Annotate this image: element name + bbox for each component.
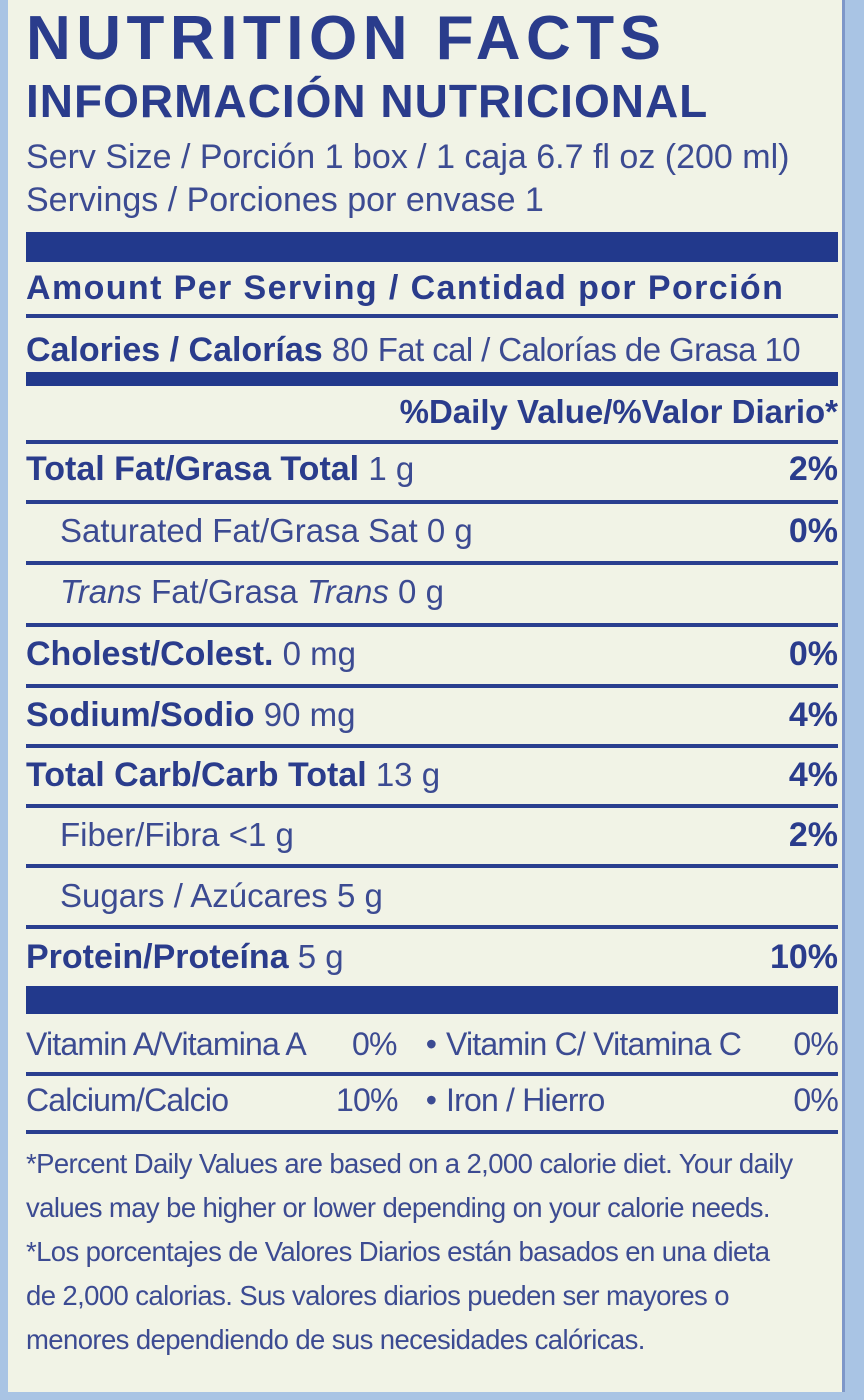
thin-divider: [26, 744, 838, 748]
daily-value-header: %Daily Value/%Valor Diario*: [399, 393, 838, 430]
calories-row: Calories / Calorías 80 Fat cal / Caloría…: [26, 329, 838, 371]
nutrient-daily-value: 2%: [788, 449, 838, 488]
amount-per-serving: Amount Per Serving / Cantidad por Porció…: [26, 269, 785, 307]
nutrient-label: Fat/Grasa: [151, 573, 298, 610]
nutrient-row-sodium: Sodium/Sodio 90 mg 4%: [26, 689, 838, 741]
nutrient-daily-value: 2%: [788, 815, 838, 854]
nutrient-row-fiber: Fiber/Fibra <1 g 2%: [26, 809, 838, 861]
nutrient-label: Saturated Fat/Grasa Sat: [60, 512, 418, 549]
nutrient-row-cholesterol: Cholest/Colest. 0 mg 0%: [26, 628, 838, 680]
vitamin-a-dv: 0%: [352, 1026, 397, 1062]
nutrient-amount: 5 g: [336, 877, 383, 914]
thin-divider: [26, 925, 838, 929]
vitamin-row-1: Vitamin A/Vitamina A 0% • Vitamin C/ Vit…: [26, 1020, 839, 1068]
bullet-separator: •: [425, 1082, 437, 1118]
nutrient-amount: 0 g: [426, 512, 473, 549]
thin-divider: [26, 561, 838, 565]
calories-value: 80: [331, 331, 369, 368]
footnote-spanish-line-3: menores dependiendo de sus necesidades c…: [26, 1324, 645, 1355]
servings-per-container: Servings / Porciones por envase 1: [26, 181, 544, 219]
thin-divider: [26, 623, 838, 627]
nutrient-amount: 90 mg: [263, 695, 356, 733]
nutrient-row-trans-fat: Trans Fat/Grasa Trans 0 g: [26, 566, 838, 618]
thin-divider: [26, 864, 838, 868]
nutrient-daily-value: 0%: [788, 634, 838, 673]
calcium-dv: 10%: [336, 1082, 398, 1118]
vitamin-a-label: Vitamin A/Vitamina A: [26, 1026, 307, 1062]
nutrient-label-italic: Trans: [60, 573, 142, 610]
thick-divider: [26, 986, 838, 1014]
thin-divider: [26, 684, 838, 688]
nutrient-daily-value: 0%: [788, 511, 838, 550]
nutrient-amount: 5 g: [297, 937, 344, 975]
nutrient-amount: 0 g: [398, 573, 444, 610]
thin-divider: [26, 314, 838, 318]
thick-divider: [26, 232, 838, 262]
medium-divider: [26, 372, 838, 386]
nutrient-row-saturated-fat: Saturated Fat/Grasa Sat 0 g 0%: [26, 505, 838, 557]
nutrient-row-sugars: Sugars / Azúcares 5 g: [26, 870, 838, 922]
vitamin-c-dv: 0%: [793, 1026, 838, 1062]
nutrient-label: Fiber/Fibra: [60, 816, 220, 853]
vitamin-c-label: Vitamin C/ Vitamina C: [446, 1026, 742, 1062]
nutrient-row-protein: Protein/Proteína 5 g 10%: [26, 931, 838, 983]
footnote-english-line-1: *Percent Daily Values are based on a 2,0…: [26, 1148, 793, 1179]
serving-size: Serv Size / Porción 1 box / 1 caja 6.7 f…: [26, 138, 790, 176]
nutrient-label: Total Fat/Grasa Total: [26, 449, 360, 488]
nutrient-label: Sugars / Azúcares: [60, 877, 328, 914]
nutrient-label: Cholest/Colest.: [26, 634, 274, 673]
calcium-label: Calcium/Calcio: [26, 1082, 229, 1118]
thin-divider: [26, 1072, 838, 1076]
nutrient-label-italic: Trans: [306, 573, 389, 610]
nutrient-amount: 1 g: [368, 449, 415, 487]
nutrient-label: Protein/Proteína: [26, 937, 289, 976]
nutrient-daily-value: 4%: [788, 695, 838, 734]
calories-label: Calories / Calorías: [26, 331, 323, 369]
thin-divider: [26, 500, 838, 504]
nutrient-amount: <1 g: [228, 816, 294, 853]
nutrient-daily-value: 4%: [788, 755, 838, 794]
vitamin-row-2: Calcium/Calcio 10% • Iron / Hierro 0%: [26, 1076, 839, 1124]
nutrient-label: Total Carb/Carb Total: [26, 755, 367, 794]
label-title: NUTRITION FACTS: [26, 4, 667, 73]
nutrient-row-total-carb: Total Carb/Carb Total 13 g 4%: [26, 749, 838, 801]
thin-divider: [26, 1130, 838, 1134]
bullet-separator: •: [425, 1026, 437, 1062]
iron-dv: 0%: [793, 1082, 838, 1118]
footnote-spanish-line-1: *Los porcentajes de Valores Diarios está…: [26, 1236, 770, 1267]
nutrient-amount: 13 g: [375, 755, 441, 793]
thin-divider: [26, 804, 838, 808]
nutrient-amount: 0 mg: [282, 634, 357, 672]
fat-calories: Fat cal / Calorías de Grasa 10: [377, 331, 801, 368]
nutrient-label: Sodium/Sodio: [26, 695, 255, 734]
nutrient-row-total-fat: Total Fat/Grasa Total 1 g 2%: [26, 443, 838, 495]
label-subtitle: INFORMACIÓN NUTRICIONAL: [26, 75, 709, 127]
footnote-english-line-2: values may be higher or lower depending …: [26, 1192, 771, 1223]
nutrient-daily-value: 10%: [769, 937, 838, 976]
iron-label: Iron / Hierro: [446, 1082, 605, 1118]
footnote-spanish-line-2: de 2,000 calorias. Sus valores diarios p…: [26, 1280, 730, 1311]
nutrition-label: NUTRITION FACTS INFORMACIÓN NUTRICIONAL …: [8, 0, 845, 1392]
thin-divider: [26, 440, 838, 444]
